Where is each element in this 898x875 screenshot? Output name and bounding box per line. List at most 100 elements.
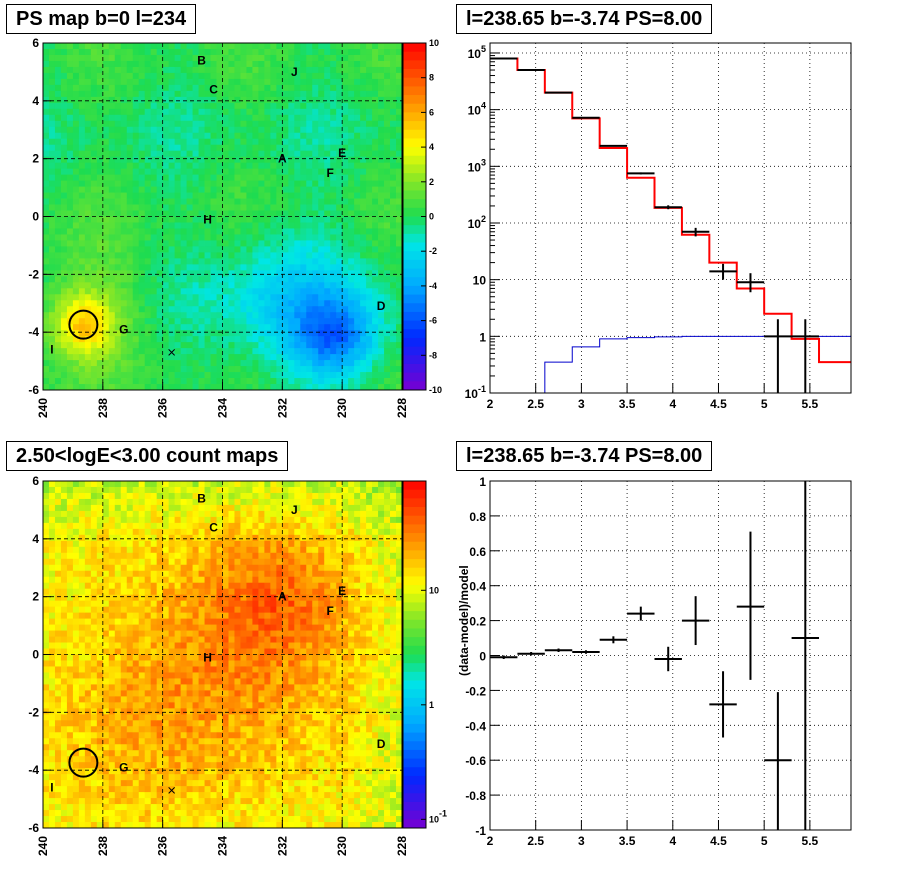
heatmap-cell xyxy=(78,168,86,176)
heatmap-cell xyxy=(252,198,259,205)
heatmap-cell xyxy=(336,120,343,128)
heatmap-cell xyxy=(156,312,164,319)
heatmap-cell xyxy=(372,348,379,355)
heatmap-cell xyxy=(294,72,301,80)
heatmap-cell xyxy=(78,510,86,518)
heatmap-cell xyxy=(282,192,289,199)
heatmap-cell xyxy=(168,294,176,301)
heatmap-cell xyxy=(366,360,373,367)
heatmap-cell xyxy=(186,126,193,134)
heatmap-cell xyxy=(114,642,122,649)
heatmap-cell xyxy=(372,198,379,205)
heatmap-cell xyxy=(180,366,187,373)
heatmap-cell xyxy=(43,546,50,554)
heatmap-cell xyxy=(318,342,325,349)
heatmap-cell xyxy=(84,600,92,608)
heatmap-cell xyxy=(384,162,391,170)
heatmap-cell xyxy=(150,300,158,307)
heatmap-cell xyxy=(96,366,104,373)
heatmap-cell xyxy=(216,114,223,122)
heatmap-cell xyxy=(84,486,92,494)
heatmap-cell xyxy=(138,90,146,98)
heatmap-cell xyxy=(270,216,277,223)
heatmap-cell xyxy=(396,120,403,128)
heatmap-cell xyxy=(48,156,56,164)
heatmap-cell xyxy=(150,186,158,193)
heatmap-cell xyxy=(150,684,158,691)
heatmap-cell xyxy=(66,66,74,74)
heatmap-cell xyxy=(306,204,313,211)
heatmap-cell xyxy=(258,156,265,164)
heatmap-cell xyxy=(138,102,146,110)
heatmap-cell xyxy=(72,534,80,542)
heatmap-cell xyxy=(150,132,158,140)
heatmap-cell xyxy=(162,654,170,661)
heatmap-cell xyxy=(210,144,217,152)
data-point xyxy=(736,273,765,293)
heatmap-cell xyxy=(144,354,152,361)
heatmap-cell xyxy=(60,660,68,667)
heatmap-cell xyxy=(372,102,379,110)
heatmap-cell xyxy=(348,162,355,170)
heatmap-cell xyxy=(66,546,74,554)
colorbar-segment xyxy=(403,155,426,165)
heatmap-cell xyxy=(270,228,277,235)
heatmap-cell xyxy=(186,174,193,181)
heatmap-cell xyxy=(90,324,98,331)
heatmap-cell xyxy=(54,690,62,697)
heatmap-cell xyxy=(282,246,289,253)
heatmap-cell xyxy=(330,72,337,80)
heatmap-cell xyxy=(330,300,337,307)
heatmap-cell xyxy=(396,168,403,176)
heatmap-cell xyxy=(354,186,361,193)
heatmap-cell xyxy=(126,816,134,823)
heatmap-cell xyxy=(72,258,80,265)
heatmap-cell xyxy=(96,738,104,745)
heatmap-cell xyxy=(324,336,331,343)
heatmap-cell xyxy=(180,276,187,283)
heatmap-cell xyxy=(108,66,116,74)
heatmap-cell xyxy=(174,102,182,110)
heatmap-cell xyxy=(366,192,373,199)
heatmap-cell xyxy=(216,78,223,86)
heatmap-cell xyxy=(90,90,98,98)
heatmap-cell xyxy=(168,144,176,152)
heatmap-cell xyxy=(48,582,56,590)
heatmap-cell xyxy=(84,510,92,518)
heatmap-cell xyxy=(102,258,110,265)
heatmap-cell xyxy=(390,90,397,98)
heatmap-cell xyxy=(156,144,164,152)
heatmap-cell xyxy=(43,618,50,625)
heatmap-cell xyxy=(43,510,50,518)
heatmap-cell xyxy=(138,288,146,295)
heatmap-cell xyxy=(120,360,128,367)
heatmap-cell xyxy=(246,252,253,259)
heatmap-cell xyxy=(366,150,373,158)
heatmap-cell xyxy=(84,204,92,211)
heatmap-cell xyxy=(78,690,86,697)
heatmap-cell xyxy=(324,366,331,373)
heatmap-cell xyxy=(96,540,104,548)
heatmap-cell xyxy=(258,372,265,379)
heatmap-cell xyxy=(330,234,337,241)
heatmap-cell xyxy=(360,318,367,325)
heatmap-cell xyxy=(66,498,74,506)
heatmap-cell xyxy=(48,282,56,289)
heatmap-cell xyxy=(78,750,86,757)
heatmap-cell xyxy=(138,672,146,679)
source-label: E xyxy=(338,146,346,160)
heatmap-cell xyxy=(162,486,170,494)
heatmap-cell xyxy=(114,378,122,385)
heatmap-cell xyxy=(138,330,146,337)
heatmap-cell xyxy=(384,54,391,62)
heatmap-cell xyxy=(318,48,325,56)
heatmap-cell xyxy=(174,210,182,217)
heatmap-cell xyxy=(66,174,74,181)
heatmap-cell xyxy=(126,66,134,74)
heatmap-cell xyxy=(378,348,385,355)
heatmap-cell xyxy=(270,294,277,301)
heatmap-cell xyxy=(288,204,295,211)
heatmap-cell xyxy=(390,186,397,193)
heatmap-cell xyxy=(90,654,98,661)
heatmap-cell xyxy=(174,144,182,152)
